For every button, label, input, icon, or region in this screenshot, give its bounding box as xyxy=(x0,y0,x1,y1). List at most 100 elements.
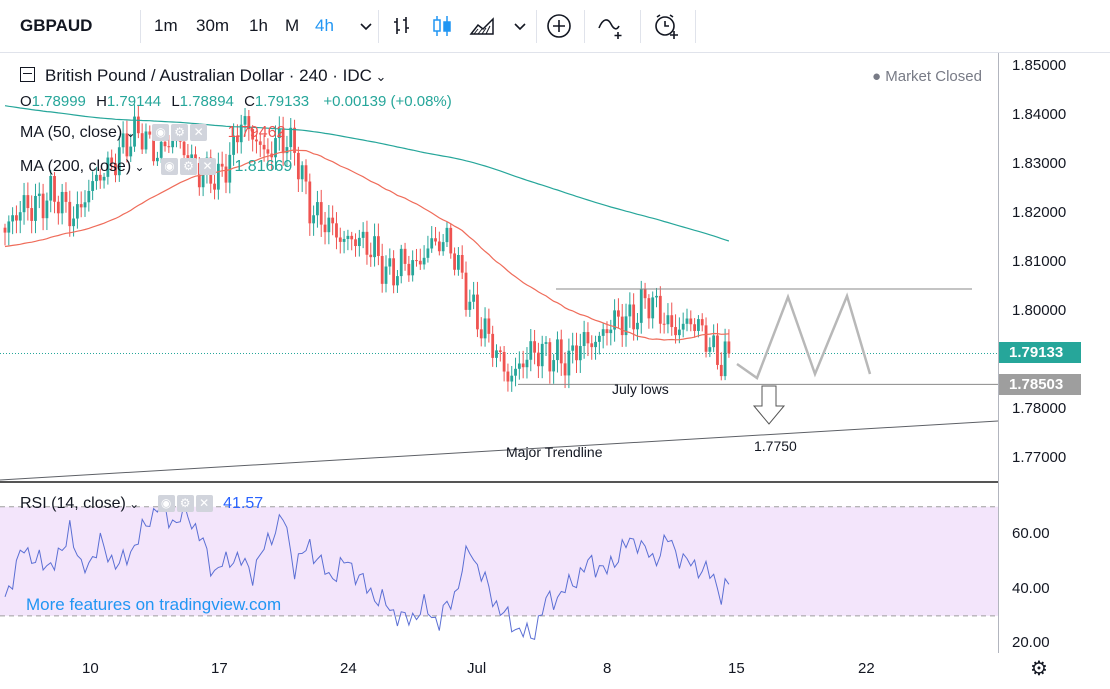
pane-separator[interactable] xyxy=(0,481,998,483)
interval-30m-button[interactable]: 30m xyxy=(196,16,230,35)
candle-body xyxy=(681,323,685,330)
candle-body xyxy=(308,181,312,224)
candle-body xyxy=(285,147,289,154)
add-compare-icon[interactable] xyxy=(545,12,573,40)
candle-body xyxy=(403,248,407,264)
candle-body xyxy=(232,135,235,155)
rsi-line xyxy=(4,503,730,640)
candle-body xyxy=(18,212,22,221)
price-tick: 1.80000 xyxy=(1012,302,1067,319)
candle-body xyxy=(525,359,529,368)
candle-body xyxy=(293,127,296,153)
candle-body xyxy=(114,163,117,176)
toolbar-divider xyxy=(695,10,696,43)
interval-1h-button[interactable]: 1h xyxy=(249,16,268,35)
candle-body xyxy=(91,181,95,191)
candle-body xyxy=(83,202,87,208)
candle-body xyxy=(540,343,544,367)
price-tick: 1.82000 xyxy=(1012,204,1067,221)
candle-body xyxy=(582,332,586,347)
candle-body xyxy=(102,176,106,181)
candle-body xyxy=(434,238,437,242)
close-icon[interactable]: ✕ xyxy=(199,158,216,176)
eye-icon[interactable]: ◉ xyxy=(152,124,170,142)
candle-body xyxy=(456,255,460,270)
candle-body xyxy=(411,260,415,276)
alert-icon[interactable] xyxy=(652,12,680,40)
interval-1m-button[interactable]: 1m xyxy=(154,16,178,35)
rsi-value: 41.57 xyxy=(223,495,264,512)
area-chart-icon[interactable] xyxy=(468,12,496,40)
price-tick: 1.83000 xyxy=(1012,155,1067,172)
date-tick: Jul xyxy=(467,660,487,677)
july-lows-label: July lows xyxy=(612,381,669,397)
candle-body xyxy=(624,316,628,336)
chevron-down-icon[interactable] xyxy=(352,12,380,40)
candle-body xyxy=(41,193,45,219)
settings-gear-icon[interactable]: ⚙ xyxy=(1030,658,1048,680)
candle-body xyxy=(274,138,277,158)
price-tick: 1.85000 xyxy=(1012,57,1067,74)
gear-icon[interactable]: ⚙ xyxy=(176,495,194,513)
candlestick-icon[interactable] xyxy=(428,12,456,40)
candle-body xyxy=(571,345,575,351)
candle-body xyxy=(426,248,430,258)
chevron-down-icon: ⌄ xyxy=(122,126,136,140)
chevron-down-icon[interactable] xyxy=(506,12,534,40)
close-icon[interactable]: ✕ xyxy=(195,495,213,513)
candle-body xyxy=(224,166,228,183)
candle-body xyxy=(693,324,697,331)
current-price-tag: 1.79133 xyxy=(999,342,1081,363)
candle-body xyxy=(159,141,163,158)
promo-link[interactable]: More features on tradingview.com xyxy=(26,595,282,614)
candle-body xyxy=(468,301,472,310)
bar-chart-type-icon[interactable] xyxy=(388,12,416,40)
toolbar-divider xyxy=(584,10,585,43)
candle-body xyxy=(167,146,171,148)
date-tick: 17 xyxy=(211,660,228,677)
interval-4h-button[interactable]: 4h xyxy=(315,16,334,35)
candle-body xyxy=(487,318,491,334)
candle-body xyxy=(514,368,517,376)
candle-body xyxy=(601,329,605,336)
candle-body xyxy=(148,131,152,135)
candle-body xyxy=(213,183,216,190)
gear-icon[interactable]: ⚙ xyxy=(180,158,197,176)
candle-body xyxy=(578,346,582,361)
candle-body xyxy=(677,329,681,336)
candle-body xyxy=(613,310,616,330)
candle-body xyxy=(26,195,30,209)
major-trendline-label: Major Trendline xyxy=(506,444,603,460)
date-tick: 15 xyxy=(728,660,745,677)
collapse-icon[interactable] xyxy=(20,67,35,82)
candle-body xyxy=(72,218,75,227)
candle-body xyxy=(670,315,674,328)
candle-body xyxy=(639,288,643,323)
candle-body xyxy=(369,254,373,258)
candle-body xyxy=(396,276,399,286)
rsi-legend[interactable]: RSI (14, close) ⌄ ◉ ⚙ ✕ 41.57 xyxy=(20,495,263,513)
indicators-icon[interactable] xyxy=(597,12,625,40)
rsi-tick: 20.00 xyxy=(1012,634,1050,651)
candle-body xyxy=(727,341,731,354)
eye-icon[interactable]: ◉ xyxy=(157,495,175,513)
candle-body xyxy=(87,190,91,203)
gear-icon[interactable]: ⚙ xyxy=(171,124,189,142)
candle-body xyxy=(373,236,376,258)
candle-body xyxy=(216,163,220,190)
eye-icon[interactable]: ◉ xyxy=(161,158,178,176)
ma200-legend[interactable]: MA (200, close) ⌄ ◉ ⚙ ✕ 1.81669 xyxy=(20,158,292,176)
candle-body xyxy=(643,288,647,299)
candle-body xyxy=(567,350,571,376)
interval-m-button[interactable]: M xyxy=(285,16,300,35)
close-icon[interactable]: ✕ xyxy=(190,124,208,142)
ma50-legend[interactable]: MA (50, close) ⌄ ◉ ⚙ ✕ 1.79462 xyxy=(20,124,285,142)
ma50-line xyxy=(4,149,729,341)
candle-body xyxy=(342,238,346,242)
symbol-search-button[interactable]: GBPAUD xyxy=(20,16,93,35)
low-value: 1.78894 xyxy=(179,93,234,110)
chevron-down-icon[interactable]: ⌄ xyxy=(371,69,387,84)
candle-body xyxy=(609,329,613,334)
moving-averages xyxy=(4,105,730,341)
